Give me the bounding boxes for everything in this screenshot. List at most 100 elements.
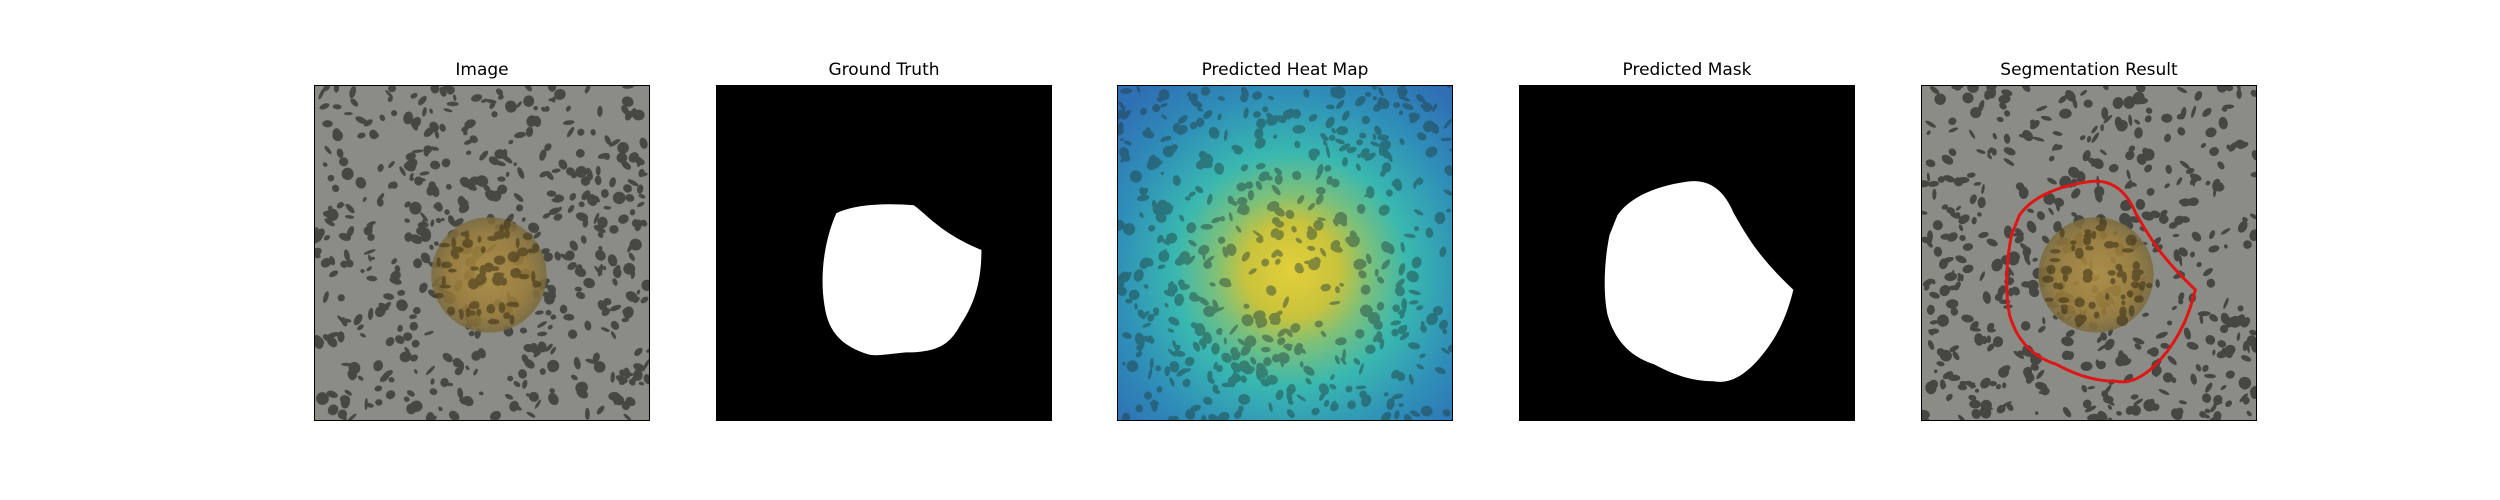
texture-blotch	[1130, 367, 1136, 372]
texture-blotch	[353, 314, 363, 326]
texture-blotch	[315, 335, 325, 345]
texture-blotch	[596, 405, 605, 415]
texture-blotch	[374, 385, 383, 392]
texture-blotch	[430, 86, 440, 94]
texture-blotch	[1203, 110, 1213, 120]
texture-blotch	[2004, 110, 2011, 117]
texture-blotch	[1950, 307, 1959, 316]
texture-blotch	[1378, 143, 1385, 156]
texture-blotch	[347, 413, 357, 420]
texture-blotch	[514, 131, 527, 139]
texture-blotch	[1296, 342, 1304, 348]
texture-blotch	[1263, 357, 1272, 367]
texture-blotch	[1231, 200, 1238, 206]
texture-blotch	[322, 162, 328, 167]
texture-blotch	[404, 232, 413, 242]
texture-blotch	[1325, 116, 1335, 129]
texture-blotch	[1200, 223, 1213, 230]
texture-blotch	[1962, 92, 1974, 104]
texture-blotch	[1179, 250, 1191, 264]
texture-blotch	[2025, 377, 2033, 384]
lesion-blotch	[510, 268, 522, 279]
texture-blotch	[2251, 150, 2256, 161]
texture-blotch	[2226, 144, 2232, 150]
texture-blotch	[505, 171, 510, 177]
texture-blotch	[2022, 130, 2034, 142]
texture-blotch	[1356, 203, 1366, 214]
texture-blotch	[1176, 254, 1186, 263]
texture-blotch	[575, 212, 589, 222]
texture-blotch	[357, 375, 364, 381]
texture-blotch	[539, 368, 546, 375]
texture-blotch	[636, 184, 644, 194]
texture-blotch	[1270, 228, 1280, 238]
lesion-blotch	[2110, 278, 2116, 285]
texture-blotch	[553, 213, 563, 221]
texture-blotch	[2220, 385, 2227, 390]
texture-blotch	[544, 343, 553, 352]
texture-blotch	[2191, 175, 2195, 187]
texture-blotch	[1223, 355, 1228, 359]
texture-blotch	[1120, 88, 1133, 94]
texture-blotch	[2000, 365, 2011, 373]
texture-blotch	[2237, 305, 2244, 312]
texture-blotch	[404, 201, 411, 208]
texture-blotch	[2178, 247, 2188, 257]
texture-blotch	[443, 108, 453, 113]
texture-blotch	[385, 90, 393, 98]
texture-blotch	[439, 123, 446, 132]
texture-blotch	[2003, 158, 2015, 166]
lesion-blotch	[515, 237, 520, 249]
texture-blotch	[634, 347, 643, 356]
texture-blotch	[387, 181, 395, 189]
texture-blotch	[1401, 298, 1408, 311]
texture-blotch	[1275, 389, 1284, 400]
texture-blotch	[1238, 360, 1250, 372]
texture-blotch	[2213, 394, 2223, 405]
texture-blotch	[2213, 411, 2222, 420]
texture-blotch	[507, 375, 514, 382]
texture-blotch	[1357, 153, 1361, 159]
texture-blotch	[1186, 91, 1192, 97]
texture-blotch	[1988, 88, 1997, 99]
texture-blotch	[1380, 411, 1392, 420]
texture-blotch	[2216, 184, 2225, 192]
texture-blotch	[1420, 104, 1424, 108]
texture-blotch	[1409, 113, 1420, 123]
texture-blotch	[1416, 94, 1425, 102]
texture-blotch	[1174, 344, 1181, 351]
texture-blotch	[2104, 384, 2112, 395]
texture-blotch	[1217, 236, 1226, 244]
blotch-layer	[1922, 86, 2256, 420]
texture-blotch	[2030, 363, 2039, 371]
texture-blotch	[1954, 281, 1961, 291]
texture-blotch	[442, 352, 453, 363]
texture-blotch	[1188, 93, 1198, 103]
texture-blotch	[1379, 339, 1385, 350]
texture-blotch	[1966, 172, 1976, 178]
texture-blotch	[1313, 219, 1324, 231]
texture-blotch	[603, 205, 612, 210]
texture-blotch	[1978, 100, 1985, 113]
texture-blotch	[1965, 380, 1976, 389]
texture-blotch	[2178, 299, 2184, 305]
texture-blotch	[2104, 338, 2115, 351]
lesion-blotch	[2049, 258, 2061, 263]
texture-blotch	[1398, 95, 1410, 102]
texture-blotch	[510, 403, 522, 411]
texture-blotch	[577, 128, 585, 136]
texture-blotch	[1925, 159, 1936, 168]
texture-blotch	[344, 215, 355, 219]
texture-blotch	[2087, 385, 2096, 390]
texture-blotch	[1394, 285, 1405, 297]
texture-blotch	[541, 106, 547, 112]
texture-blotch	[1152, 204, 1164, 216]
texture-blotch	[1254, 137, 1266, 149]
lesion-blotch	[493, 272, 505, 277]
texture-blotch	[1212, 299, 1219, 312]
texture-blotch	[2032, 257, 2038, 262]
texture-blotch	[1397, 86, 1408, 97]
texture-blotch	[1303, 88, 1310, 98]
lesion-blotch	[450, 250, 455, 257]
texture-blotch	[2027, 279, 2039, 291]
